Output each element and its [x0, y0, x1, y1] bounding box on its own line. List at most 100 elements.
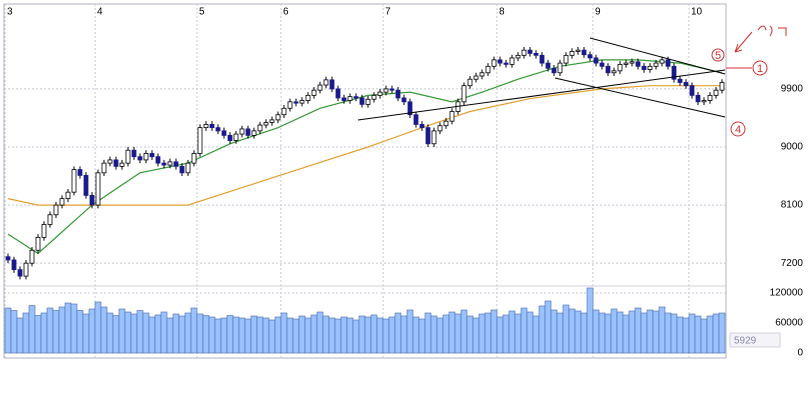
candle-body: [515, 54, 521, 59]
candle-body: [623, 62, 629, 65]
candle-body: [461, 85, 467, 103]
trend-line: [357, 69, 726, 121]
moving-average-line: [7, 59, 723, 255]
candle-body: [371, 94, 377, 100]
volume-bar: [514, 313, 522, 354]
candle-body: [215, 127, 221, 132]
volume-bar: [526, 311, 534, 354]
candle-body: [575, 49, 581, 52]
candle-body: [581, 49, 587, 56]
volume-bar: [394, 312, 402, 354]
candle-body: [197, 127, 203, 154]
y-tick-label: 8100: [781, 200, 804, 211]
candle-body: [149, 153, 155, 158]
volume-bar: [208, 316, 216, 354]
volume-bar: [160, 311, 168, 354]
candle-body: [701, 100, 707, 103]
volume-bar: [370, 314, 378, 354]
candle-body: [269, 119, 275, 123]
candle-body: [521, 49, 527, 56]
volume-bar: [16, 317, 24, 354]
candle-body: [203, 124, 209, 129]
volume-bar: [448, 311, 456, 354]
volume-bar: [94, 301, 102, 354]
candle-body: [413, 114, 419, 125]
candle-body: [209, 124, 215, 129]
candle-body: [83, 174, 89, 196]
candle-body: [137, 156, 143, 161]
candle-body: [611, 70, 617, 74]
volume-bar: [88, 308, 96, 354]
candle-body: [587, 54, 593, 59]
candle-body: [275, 114, 281, 121]
candle-body: [329, 79, 335, 90]
volume-bar: [46, 307, 54, 354]
volume-bar: [502, 314, 510, 354]
candle-body: [353, 96, 359, 99]
candle-body: [383, 88, 389, 93]
volume-bar: [712, 313, 720, 354]
candle-body: [347, 96, 353, 101]
volume-bar: [640, 312, 648, 354]
candle-body: [125, 149, 131, 164]
candle-body: [545, 62, 551, 69]
candle-body: [593, 57, 599, 64]
candle-body: [17, 269, 23, 277]
plot-frame: [3, 3, 727, 359]
candle-body: [557, 62, 563, 74]
candle-body: [437, 125, 443, 132]
candle-body: [317, 84, 323, 91]
volume-bar: [268, 319, 276, 354]
candle-body: [119, 162, 125, 167]
volume-bar: [556, 312, 564, 354]
volume-bar: [232, 316, 240, 354]
candle-body: [551, 67, 557, 74]
candle-body: [359, 97, 365, 105]
candle-body: [563, 54, 569, 64]
candle-body: [401, 97, 407, 103]
annotations: [711, 25, 787, 137]
candle-body: [365, 98, 371, 105]
annotation-scribble: [734, 25, 787, 53]
candle-body: [65, 191, 71, 200]
trend-line: [554, 77, 726, 118]
candle-body: [443, 120, 449, 127]
volume-bar: [412, 316, 420, 354]
candle-body: [35, 236, 41, 251]
volume-bar: [100, 306, 108, 354]
trend-lines: [357, 37, 726, 121]
volume-bar: [196, 313, 204, 354]
annotation-label: 1: [757, 63, 763, 75]
x-tick-label: 4: [97, 7, 103, 18]
annotation-circle: [711, 48, 725, 62]
candle-body: [635, 61, 641, 67]
volume-readout: 5929: [734, 336, 757, 347]
candle-body: [425, 127, 431, 145]
y-tick-label: 0: [797, 348, 803, 359]
volume-bar: [574, 310, 582, 354]
volume-bar: [454, 313, 462, 354]
candle-body: [29, 249, 35, 264]
candle-body: [311, 89, 317, 96]
volume-bar: [280, 312, 288, 354]
volume-bar: [52, 310, 60, 354]
candle-body: [719, 82, 725, 91]
volume-bar: [586, 287, 594, 354]
candle-body: [335, 88, 341, 99]
volume-bar: [580, 312, 588, 354]
annotation-label: 5: [715, 50, 721, 62]
candle-body: [251, 130, 257, 136]
volume-bar: [106, 312, 114, 354]
volume-bar: [616, 311, 624, 354]
volume-bar: [550, 309, 558, 354]
x-tick-label: 10: [691, 7, 703, 18]
volume-bar: [274, 316, 282, 354]
volume-bar: [22, 312, 30, 354]
x-tick-label: 5: [199, 7, 205, 18]
volume-bar: [136, 310, 144, 354]
volume-bar: [112, 315, 120, 354]
volume-bar: [532, 315, 540, 354]
volume-bar: [178, 315, 186, 354]
candle-body: [281, 107, 287, 116]
x-tick-label: 6: [283, 7, 289, 18]
